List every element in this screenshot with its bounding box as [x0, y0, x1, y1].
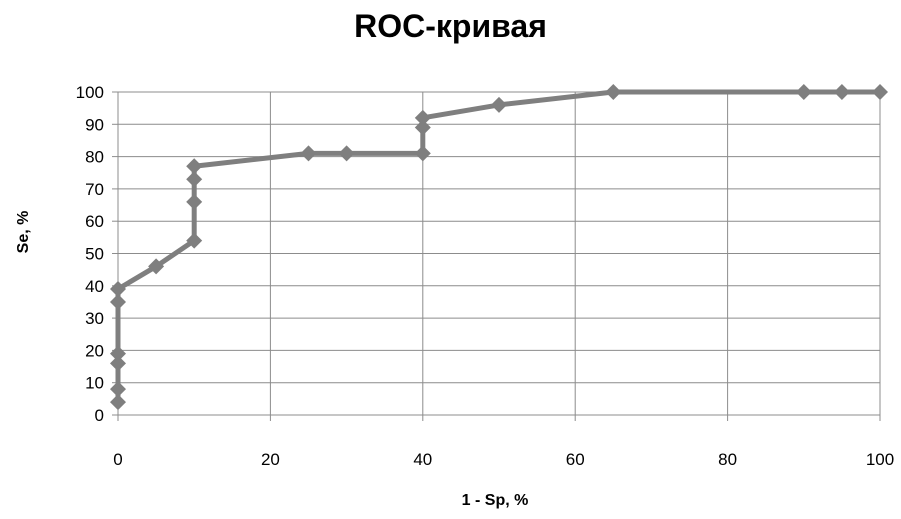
data-point-marker: [414, 145, 431, 162]
y-tick-label: 70: [85, 180, 104, 199]
y-tick-label: 100: [76, 83, 104, 102]
data-point-marker: [110, 293, 126, 310]
data-point-marker: [186, 171, 203, 188]
y-tick-label: 80: [85, 148, 104, 167]
data-point-marker: [414, 119, 431, 136]
x-tick-label: 0: [113, 450, 122, 469]
y-tick-label: 20: [85, 341, 104, 360]
data-point-marker: [338, 145, 355, 162]
y-tick-label: 90: [85, 115, 104, 134]
x-tick-label: 20: [261, 450, 280, 469]
data-point-marker: [186, 193, 203, 210]
data-point-marker: [186, 158, 203, 175]
chart-title: ROC-кривая: [354, 8, 547, 44]
data-point-marker: [110, 281, 126, 298]
grid-lines: [112, 91, 881, 421]
data-point-marker: [605, 84, 622, 100]
x-tick-label: 100: [866, 450, 894, 469]
y-tick-label: 30: [85, 309, 104, 328]
x-tick-labels: 0 20 40 60 80 100: [113, 450, 894, 469]
data-point-marker: [110, 381, 126, 398]
data-point-marker: [414, 109, 431, 126]
x-axis-label: 1 - Sp, %: [461, 492, 529, 509]
y-tick-label: 50: [85, 245, 104, 264]
data-point-marker: [300, 145, 317, 162]
data-point-marker: [110, 345, 126, 362]
y-tick-label: 40: [85, 277, 104, 296]
y-tick-label: 0: [95, 406, 104, 425]
y-tick-label: 60: [85, 212, 104, 231]
data-point-marker: [110, 355, 126, 372]
data-point-marker: [148, 258, 165, 275]
data-point-marker: [833, 84, 850, 100]
series-line-group: [115, 89, 883, 405]
y-tick-labels: 0 10 20 30 40 50 60 70 80 90 100: [76, 83, 104, 425]
data-point-marker: [872, 84, 888, 100]
x-tick-label: 60: [566, 450, 585, 469]
x-tick-label: 40: [413, 450, 432, 469]
series-markers: [110, 84, 888, 411]
series-line: [115, 89, 883, 405]
data-point-marker: [186, 232, 203, 249]
data-point-marker: [795, 84, 812, 100]
data-point-marker: [491, 96, 507, 113]
x-tick-label: 80: [718, 450, 737, 469]
y-tick-label: 10: [85, 374, 104, 393]
data-point-marker: [110, 394, 126, 411]
